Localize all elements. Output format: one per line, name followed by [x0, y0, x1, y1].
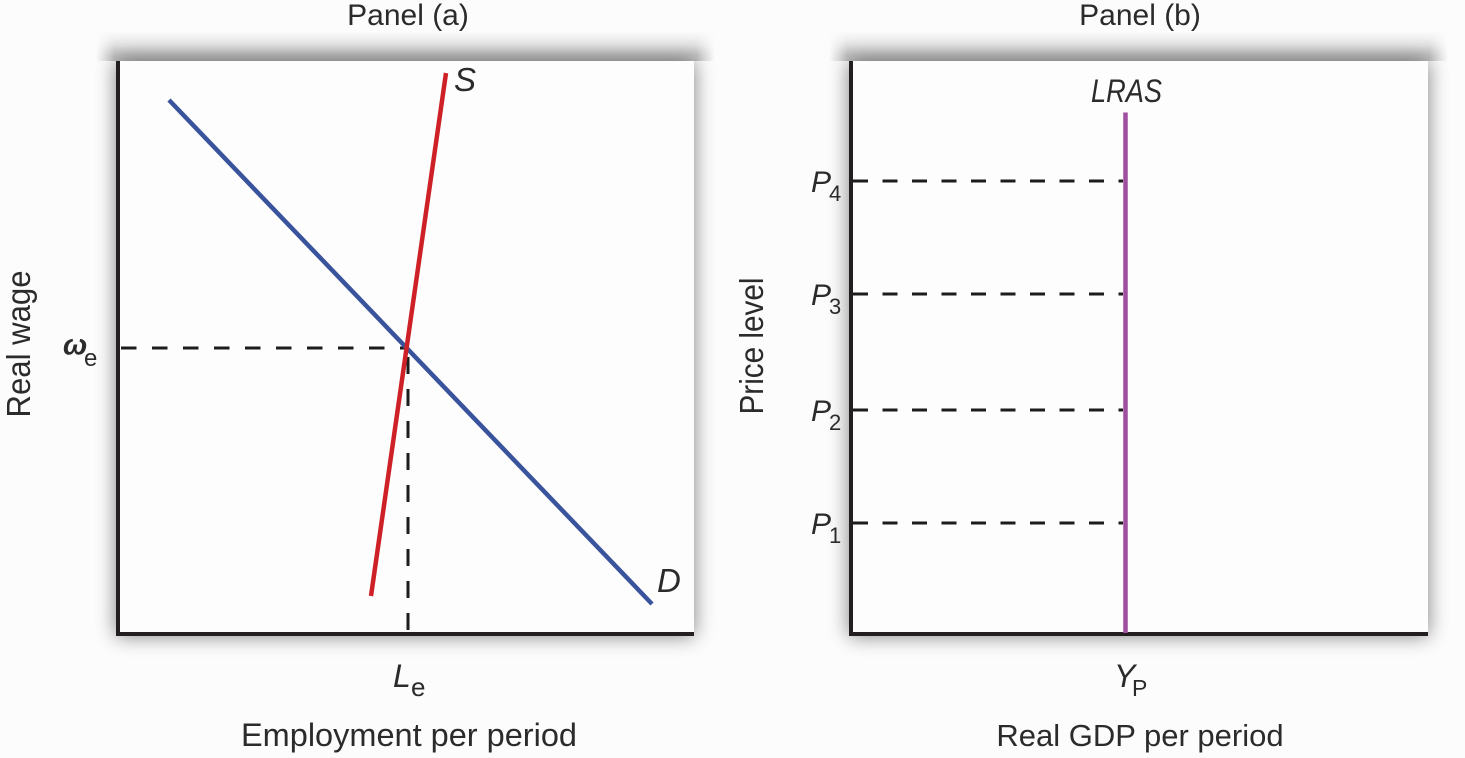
- svg-text:ω: ω: [63, 330, 87, 362]
- svg-text:S: S: [454, 61, 476, 98]
- svg-text:Y: Y: [1114, 658, 1138, 694]
- svg-text:1: 1: [829, 523, 841, 548]
- svg-text:Employment per period: Employment per period: [241, 717, 577, 753]
- svg-text:D: D: [657, 562, 681, 599]
- svg-text:2: 2: [829, 410, 841, 435]
- svg-text:LRAS: LRAS: [1091, 73, 1162, 109]
- svg-text:P: P: [811, 508, 831, 541]
- svg-text:Price level: Price level: [733, 278, 770, 415]
- svg-text:P: P: [811, 166, 831, 199]
- svg-text:P: P: [1132, 675, 1147, 701]
- svg-text:e: e: [84, 345, 97, 372]
- svg-text:3: 3: [829, 294, 841, 319]
- svg-text:Real wage: Real wage: [0, 271, 37, 418]
- svg-text:Panel (b): Panel (b): [1079, 0, 1201, 32]
- svg-text:P: P: [811, 279, 831, 312]
- svg-text:Panel (a): Panel (a): [347, 0, 469, 32]
- svg-text:P: P: [811, 395, 831, 428]
- svg-text:L: L: [393, 658, 411, 694]
- svg-text:Real GDP per period: Real GDP per period: [996, 718, 1283, 753]
- svg-text:e: e: [411, 672, 425, 702]
- svg-text:4: 4: [829, 181, 841, 206]
